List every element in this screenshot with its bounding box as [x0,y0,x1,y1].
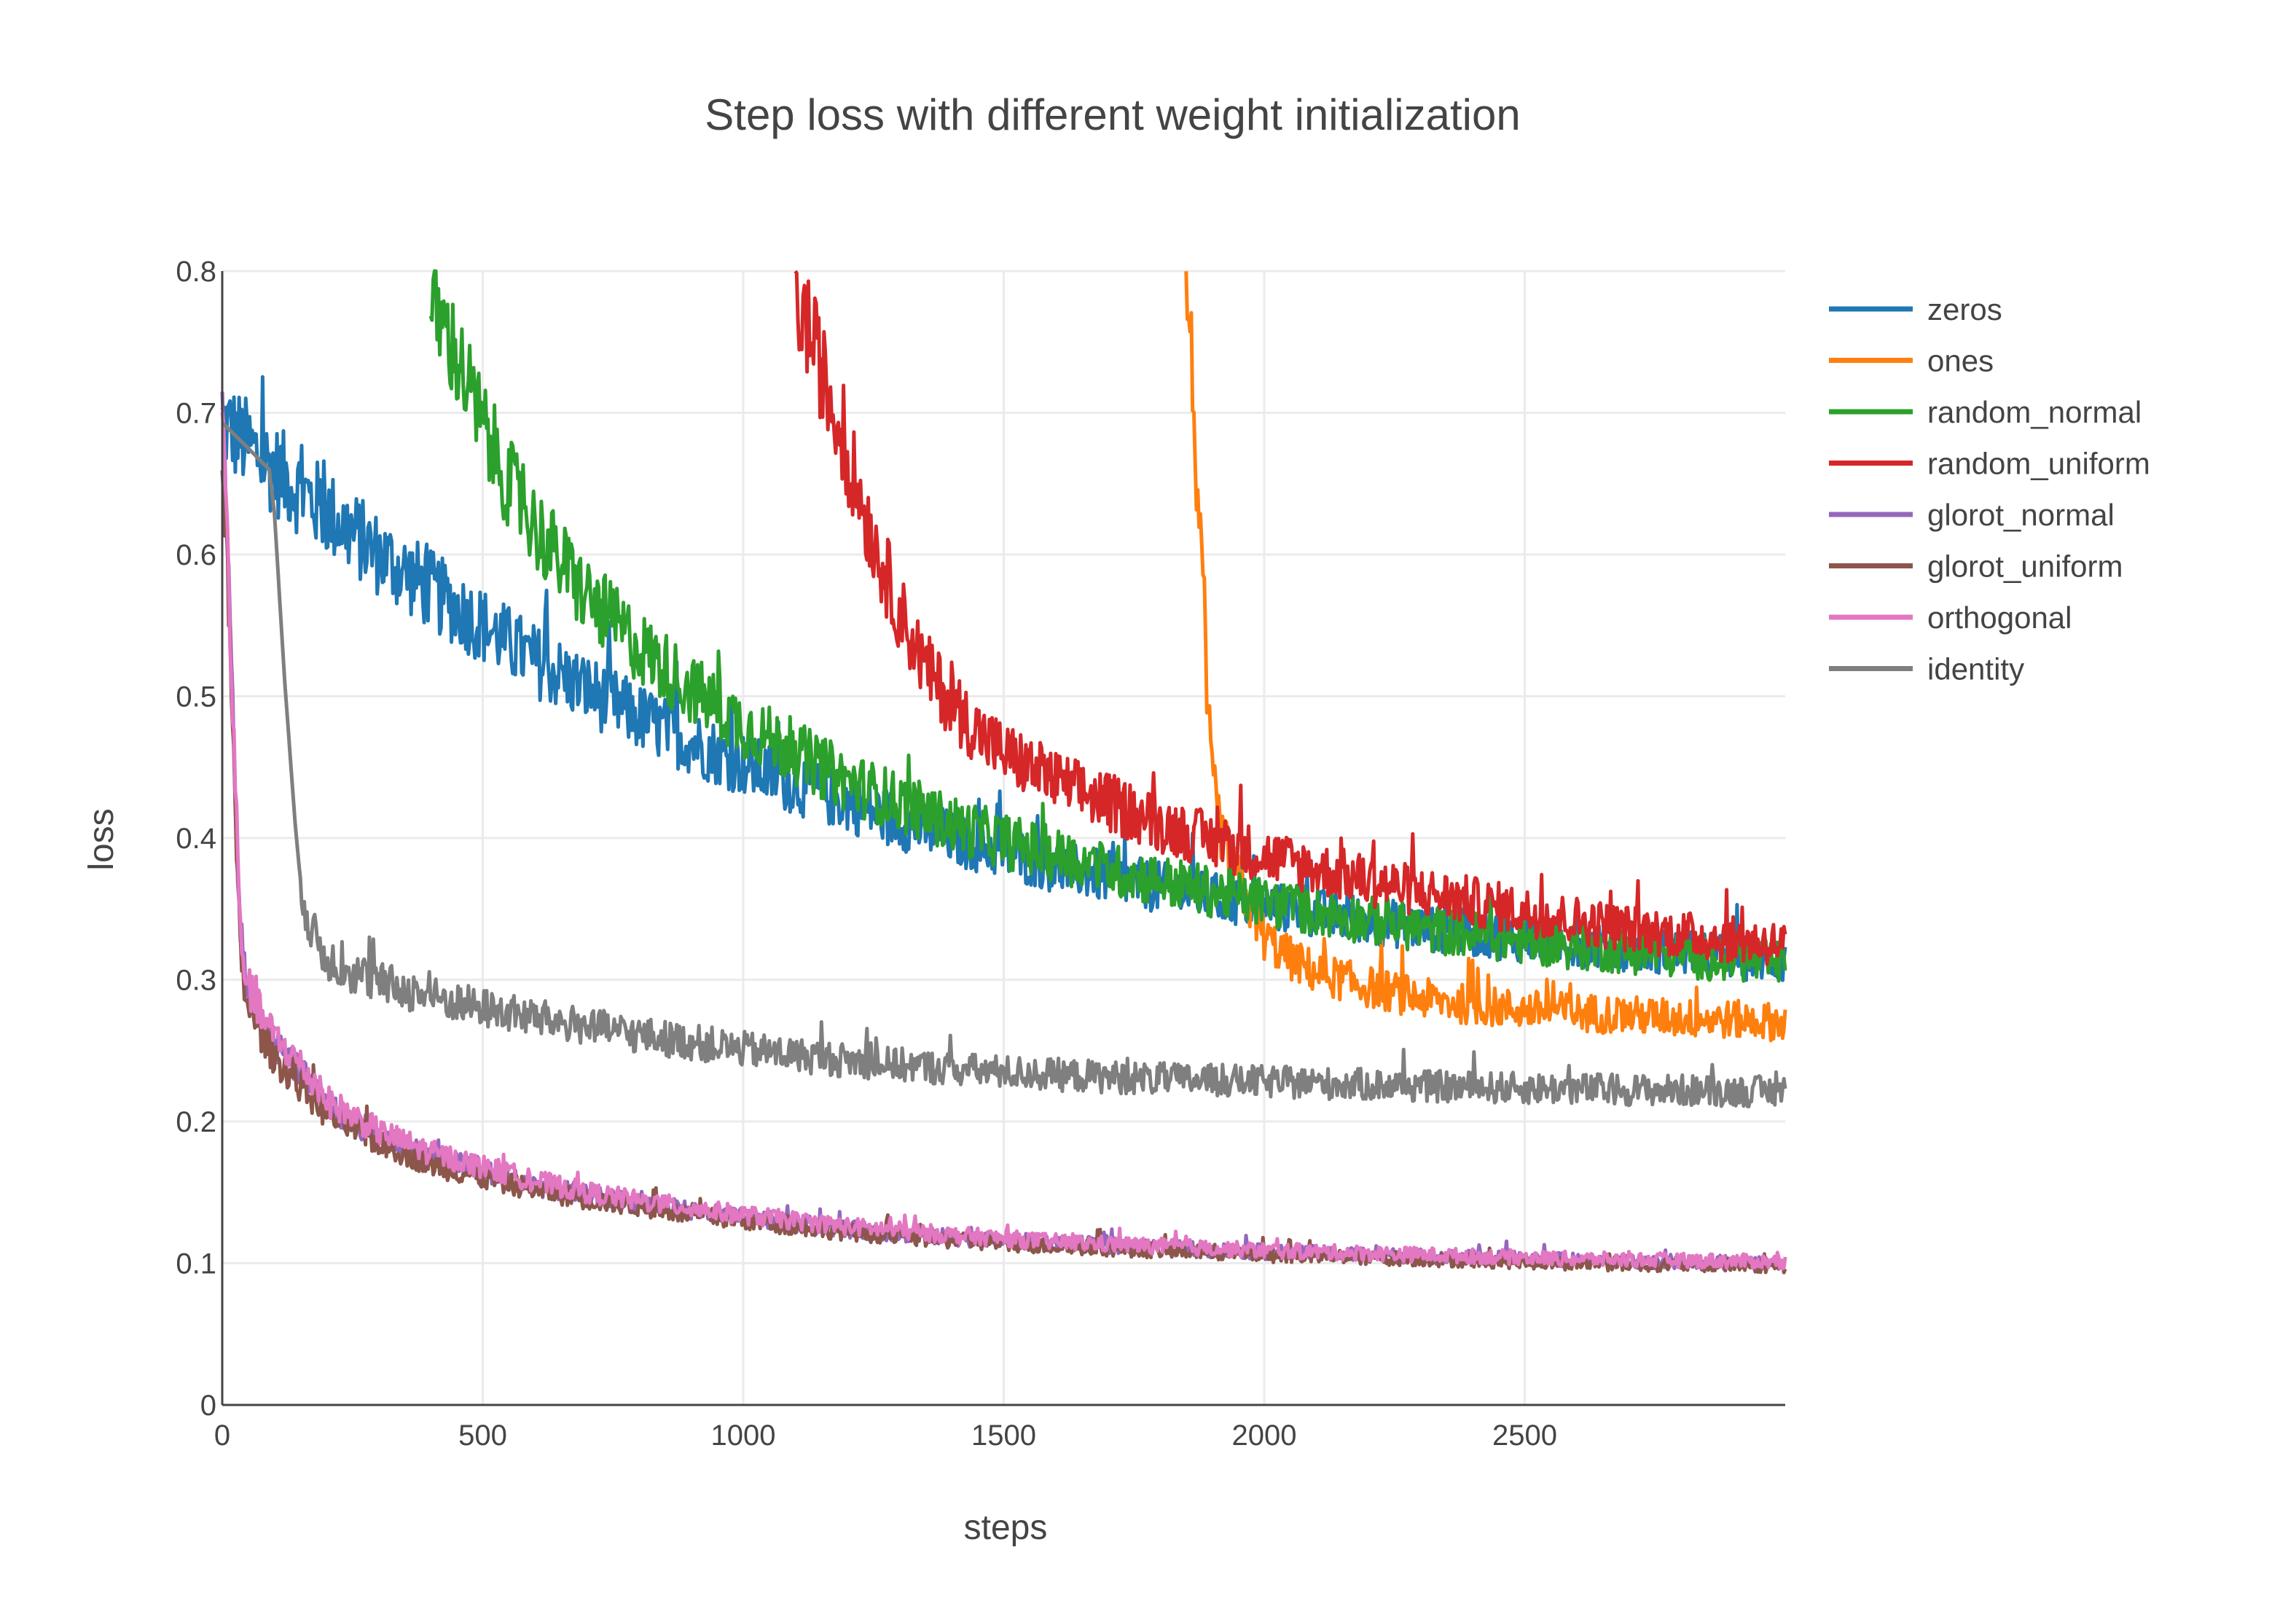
y-tick-label: 0.4 [176,823,216,855]
legend-label-random_uniform: random_uniform [1927,447,2150,481]
series-line-ones [1184,271,1787,1043]
legend-label-ones: ones [1927,344,1994,378]
legend-label-identity: identity [1927,652,2024,686]
legend-label-random_normal: random_normal [1927,395,2142,429]
legend-label-glorot_uniform: glorot_uniform [1927,549,2123,584]
y-tick-label: 0.7 [176,398,216,430]
x-tick-label: 0 [214,1420,230,1452]
x-tick-label: 2500 [1492,1420,1557,1452]
y-tick-label: 0.8 [176,256,216,288]
legend-label-orthogonal: orthogonal [1927,600,2072,635]
legend: zeros ones random_normal random_uniformglor… [1829,292,2150,686]
y-tick-label: 0.1 [176,1248,216,1280]
y-tick-label: 0.3 [176,965,216,997]
series-line-identity [221,421,1787,1109]
x-tick-label: 500 [458,1420,507,1452]
y-tick-label: 0.2 [176,1106,216,1138]
chart-title: Step loss with different weight initiali… [705,90,1521,139]
series-line-orthogonal [220,412,1787,1271]
series-line-random_normal [428,269,1787,983]
legend-label-glorot_normal: glorot_normal [1927,498,2115,532]
y-tick-label: 0.5 [176,681,216,713]
x-axis-label: steps [964,1508,1048,1547]
tick-labels: 0 500 1000 1500 2000 2500 0 0.1 0.2 0.3 0.4 0.5 0.6 0… [176,256,1557,1452]
series-lines [220,269,1787,1275]
axes [221,271,1785,1406]
x-tick-label: 1000 [711,1420,776,1452]
x-tick-label: 1500 [971,1420,1036,1452]
legend-label-zeros: zeros [1927,292,2002,326]
y-tick-label: 0 [200,1390,216,1422]
y-axis-label: loss [82,808,121,870]
x-tick-label: 2000 [1232,1420,1297,1452]
y-tick-label: 0.6 [176,539,216,571]
series-line-random_uniform [794,270,1787,966]
